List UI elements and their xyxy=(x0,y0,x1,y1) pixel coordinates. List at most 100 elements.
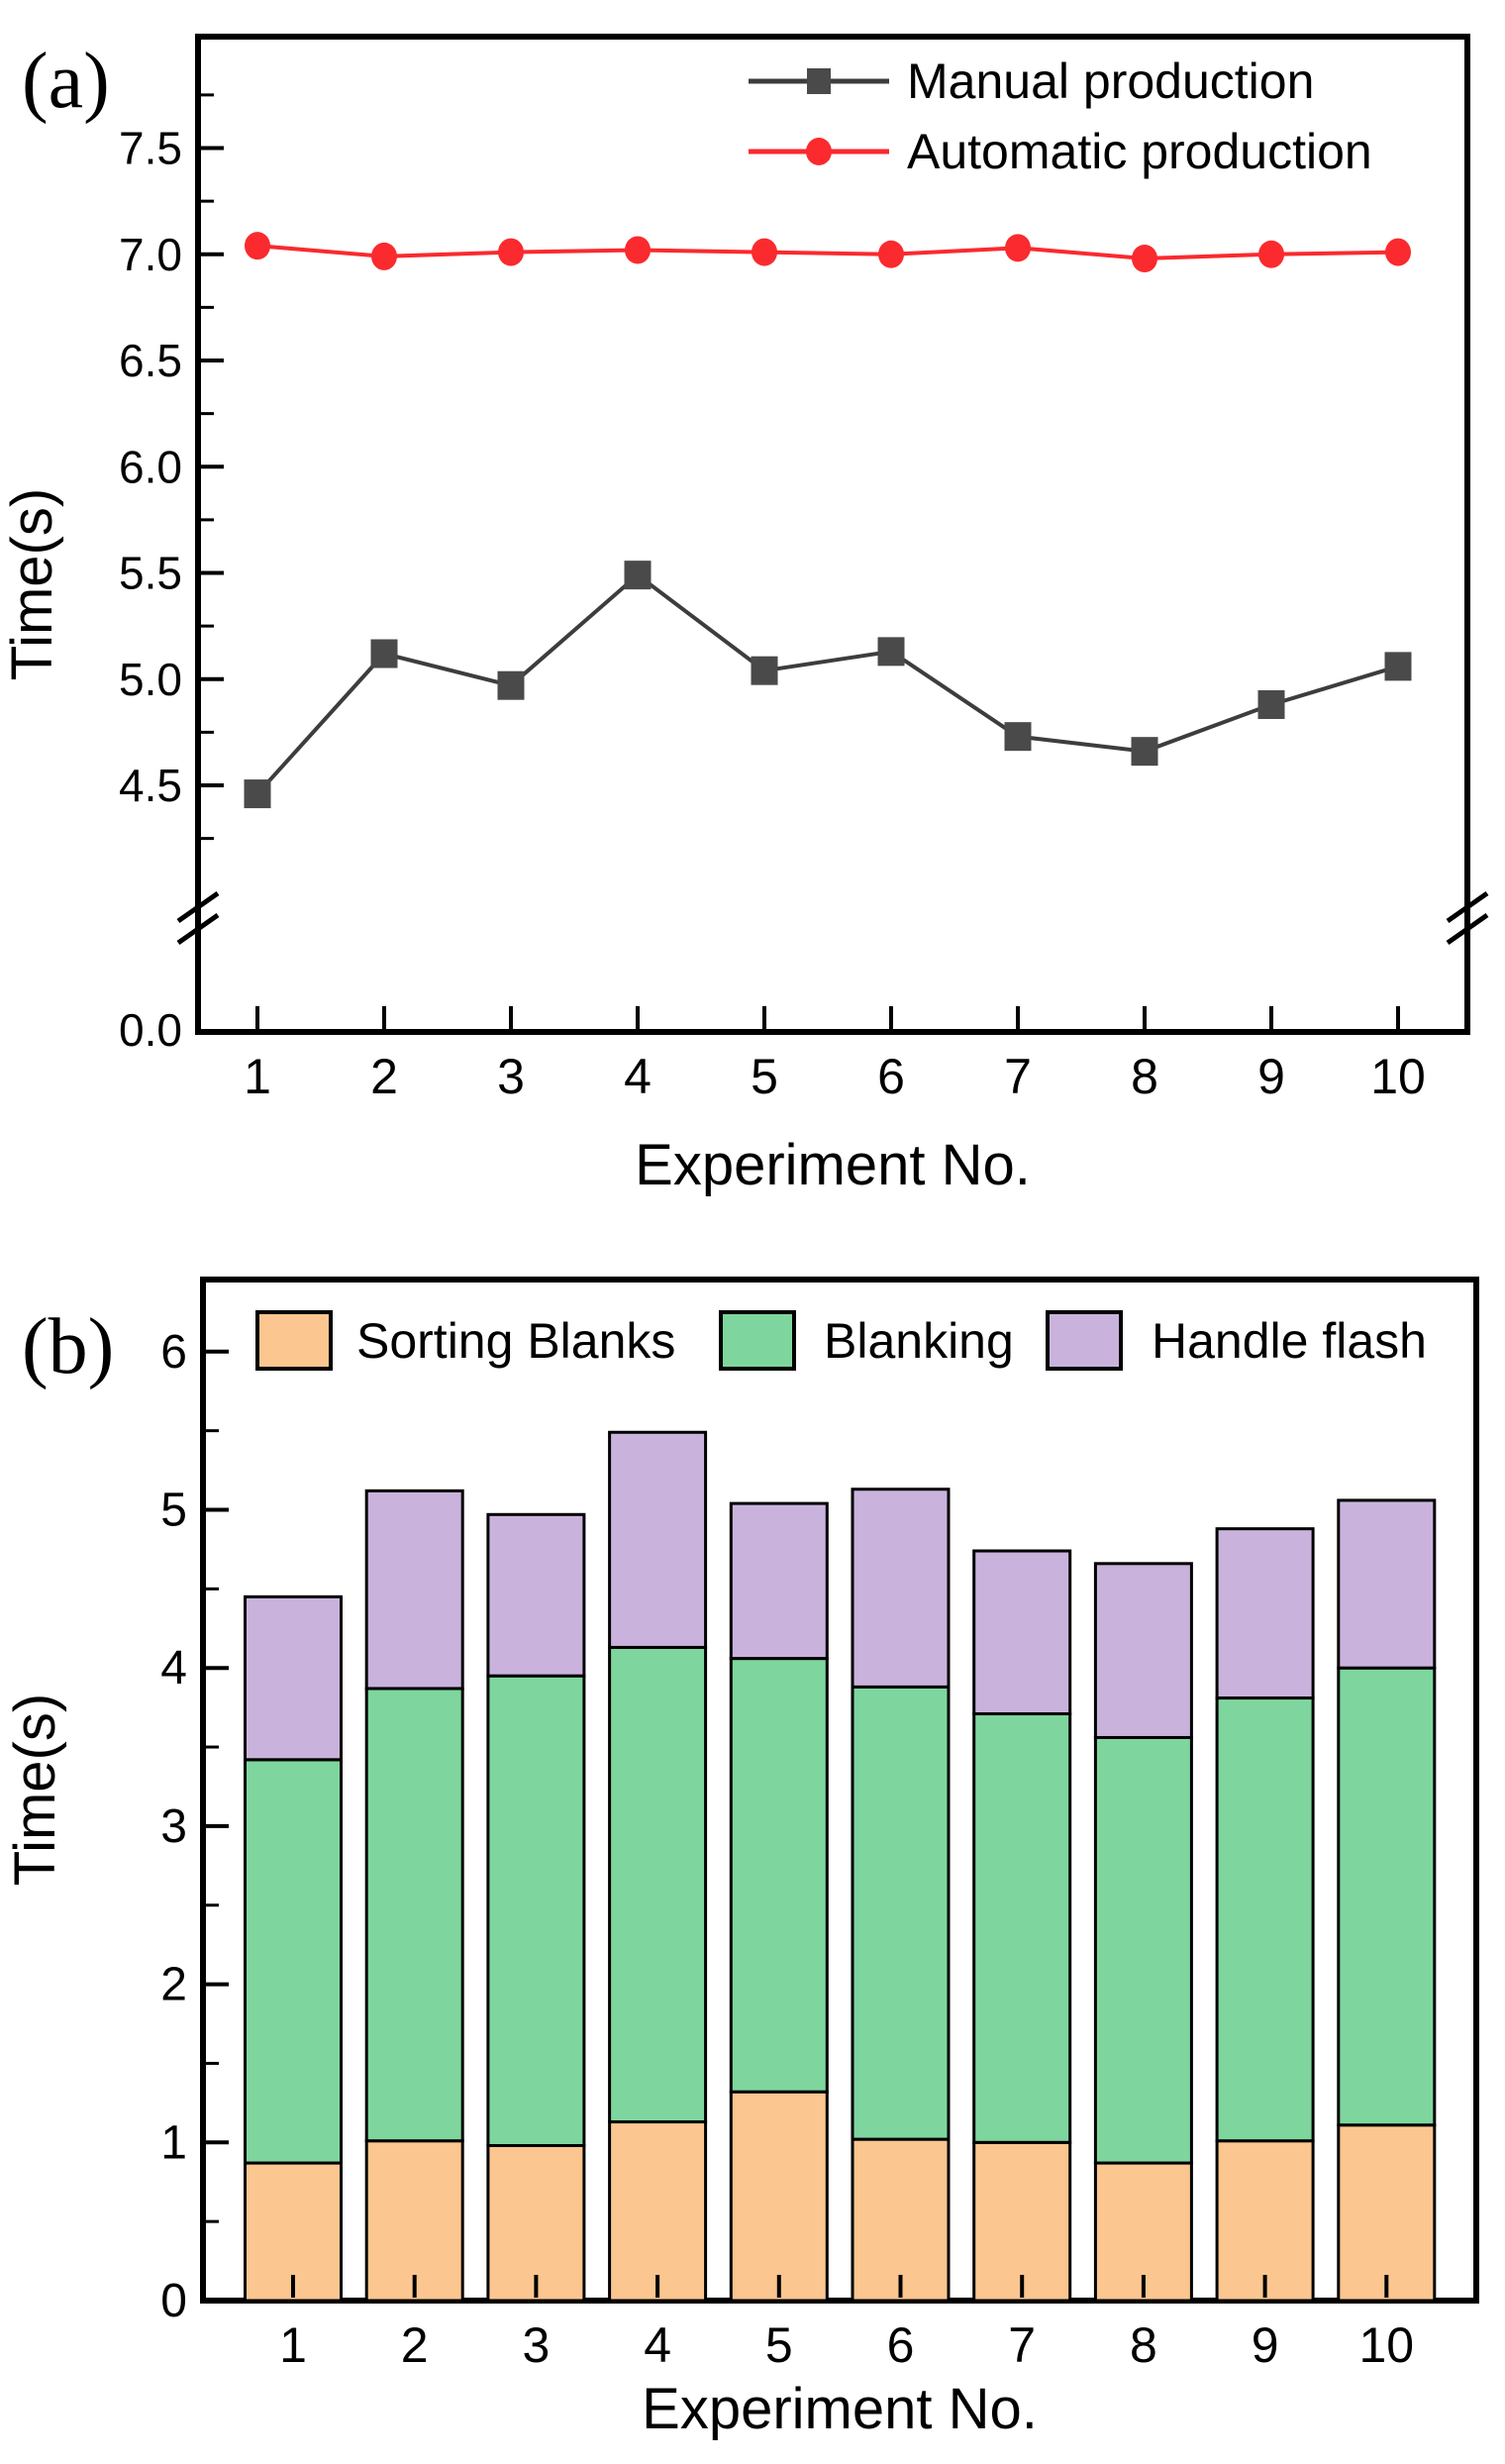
y-axis-title-b: Time(s) xyxy=(3,1694,67,1886)
bar-segment-blanking xyxy=(851,1685,951,2141)
data-point-automatic xyxy=(625,236,651,264)
data-point-manual xyxy=(1131,737,1158,767)
bar-segment-handle-flash xyxy=(1093,1562,1193,1739)
y-tick-label: 6.5 xyxy=(119,335,182,386)
legend-label: Sorting Blanks xyxy=(356,1313,675,1369)
panel-a-line-chart: 4.5 5.0 5.5 6.0 6.5 7.0 7.5 0.0 1 2 3 4 5 6 7 8 9 10 Exper… xyxy=(0,34,1489,1197)
data-point-manual xyxy=(1004,722,1032,752)
bar-segment-sorting-blanks xyxy=(608,2120,708,2303)
y-tick-label: 5.0 xyxy=(119,654,182,705)
x-tick-label: 9 xyxy=(1257,1049,1285,1104)
bar-segment-blanking xyxy=(1337,1666,1437,2127)
legend-marker-circle xyxy=(806,138,832,165)
legend-swatch-handle-flash xyxy=(1046,1310,1123,1371)
legend-label: Automatic production xyxy=(907,124,1372,179)
panel-label-a: (a) xyxy=(22,38,110,125)
bar-segment-sorting-blanks xyxy=(486,2143,586,2303)
axis-break-mark xyxy=(1446,912,1489,946)
y-tick-label: 0 xyxy=(160,2275,187,2327)
bar-segment-blanking xyxy=(608,1645,708,2124)
data-point-manual xyxy=(244,779,271,809)
data-point-manual xyxy=(877,637,905,667)
x-axis-title-b: Experiment No. xyxy=(642,2377,1038,2441)
data-point-manual xyxy=(1384,652,1412,681)
bar-segment-handle-flash xyxy=(729,1501,829,1661)
legend-swatch-sorting-blanks xyxy=(255,1310,333,1371)
bar-segment-blanking xyxy=(244,1758,343,2165)
bar-segment-sorting-blanks xyxy=(729,2090,829,2303)
data-point-automatic xyxy=(498,238,524,266)
y-tick-label: 5 xyxy=(160,1485,187,1537)
data-point-automatic xyxy=(752,238,777,266)
axis-break-mark xyxy=(1446,890,1489,924)
data-point-automatic xyxy=(1132,245,1157,273)
panel-label-b: (b) xyxy=(22,1303,114,1390)
series-line-manual xyxy=(255,572,1399,795)
y-tick-label: 3 xyxy=(160,1800,187,1853)
x-tick-label: 5 xyxy=(765,2317,793,2373)
x-tick-label: 8 xyxy=(1130,2317,1157,2373)
x-tick-label: 8 xyxy=(1131,1049,1158,1104)
bar-segment-sorting-blanks xyxy=(1215,2139,1315,2303)
y-tick-label: 5.5 xyxy=(119,548,182,599)
panel-b: 0 1 2 3 4 5 6 1 2 3 4 5 6 7 8 9 10 Sorting Blanks Blanking… xyxy=(0,1232,1505,2464)
bar-segment-handle-flash xyxy=(1337,1498,1437,1670)
x-tick-label: 7 xyxy=(1008,2317,1036,2373)
bar-segment-blanking xyxy=(364,1687,464,2143)
x-tick-label: 6 xyxy=(877,1049,905,1104)
x-tick-label: 4 xyxy=(624,1049,652,1104)
x-tick-label: 5 xyxy=(751,1049,778,1104)
bar-segment-sorting-blanks xyxy=(1337,2123,1437,2303)
y-tick-label: 1 xyxy=(160,2116,187,2169)
x-axis-title-a: Experiment No. xyxy=(635,1133,1031,1197)
bar-segment-handle-flash xyxy=(1215,1527,1315,1700)
data-point-manual xyxy=(1257,689,1285,719)
x-tick-label: 9 xyxy=(1252,2317,1279,2373)
data-point-automatic xyxy=(371,242,397,270)
x-tick-label: 1 xyxy=(244,1049,271,1104)
x-tick-label: 10 xyxy=(1370,1049,1426,1104)
bar-segment-handle-flash xyxy=(608,1430,708,1649)
legend-label: Blanking xyxy=(824,1313,1014,1369)
bar-segment-handle-flash xyxy=(364,1489,464,1691)
x-tick-label: 2 xyxy=(370,1049,398,1104)
plot-frame-b xyxy=(200,1277,1479,2304)
axis-break-mark xyxy=(176,912,220,946)
y-tick-label: 7.5 xyxy=(119,123,182,174)
y-tick-label: 6 xyxy=(160,1326,187,1379)
legend-label: Manual production xyxy=(907,53,1314,109)
bar-segment-sorting-blanks xyxy=(851,2137,951,2303)
y-axis-title-a: Time(s) xyxy=(0,488,64,680)
x-tick-label: 1 xyxy=(279,2317,307,2373)
plot-frame-a xyxy=(195,34,1470,1035)
bar-segment-blanking xyxy=(1093,1735,1193,2165)
data-point-manual xyxy=(370,639,398,668)
legend-swatch-blanking xyxy=(719,1310,796,1371)
x-tick-label: 7 xyxy=(1004,1049,1032,1104)
series-line-automatic xyxy=(256,244,1399,261)
y-tick-label: 4 xyxy=(160,1642,187,1694)
bar-segment-handle-flash xyxy=(244,1594,343,1762)
x-tick-label: 3 xyxy=(522,2317,550,2373)
axis-break-mark xyxy=(176,890,220,924)
data-point-automatic xyxy=(245,232,270,260)
x-tick-label: 6 xyxy=(887,2317,915,2373)
legend-label: Handle flash xyxy=(1152,1313,1427,1369)
y-tick-label: 2 xyxy=(160,1959,187,2011)
x-tick-label: 3 xyxy=(497,1049,525,1104)
bar-segment-sorting-blanks xyxy=(972,2140,1072,2303)
y-tick-label: 4.5 xyxy=(119,760,182,811)
x-tick-label: 10 xyxy=(1358,2317,1414,2373)
bar-segment-blanking xyxy=(729,1657,829,2094)
data-point-manual xyxy=(497,670,525,700)
x-tick-label: 4 xyxy=(644,2317,671,2373)
y-zero-label: 0.0 xyxy=(119,1004,182,1056)
data-point-manual xyxy=(751,656,778,685)
bar-segment-handle-flash xyxy=(486,1512,586,1678)
bar-segment-blanking xyxy=(1215,1696,1315,2143)
bar-segment-blanking xyxy=(972,1712,1072,2144)
y-tick-label: 7.0 xyxy=(119,229,182,280)
data-point-automatic xyxy=(878,240,904,268)
legend-marker-square xyxy=(807,68,831,94)
